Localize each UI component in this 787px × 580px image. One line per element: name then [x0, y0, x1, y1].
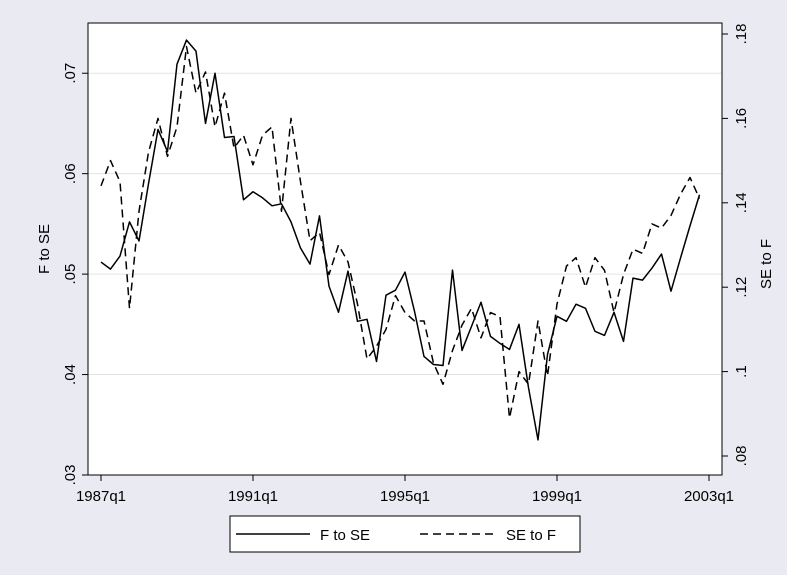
bottom-tick-label-2: 1995q1	[380, 488, 430, 505]
left-tick-label-2: .05	[62, 264, 79, 285]
bottom-tick-label-0: 1987q1	[76, 488, 126, 505]
series-line-f-to-se	[100, 39, 701, 441]
series-lines	[100, 39, 701, 441]
right-tick-label-0: .08	[733, 446, 750, 467]
legend: F to SE SE to F	[229, 515, 581, 553]
right-axis-title: SE to F	[758, 239, 775, 289]
bottom-tick-label-1: 1991q1	[228, 488, 278, 505]
right-tick-label-3: .14	[733, 192, 750, 213]
left-tick-label-3: .06	[62, 163, 79, 184]
axes: .03 .04 .05 .06 .07 F to SE .08 .1 .12 .14 .16 .18 S…	[36, 23, 775, 505]
right-tick-label-4: .16	[733, 108, 750, 129]
legend-label-f-to-se: F to SE	[320, 527, 370, 544]
bottom-tick-label-3: 1999q1	[532, 488, 582, 505]
series-line-se-to-f	[100, 45, 701, 419]
left-tick-label-1: .04	[62, 364, 79, 385]
right-tick-label-2: .12	[733, 277, 750, 298]
left-tick-label-4: .07	[62, 63, 79, 84]
left-axis-title: F to SE	[36, 224, 53, 274]
right-tick-label-1: .1	[733, 365, 750, 378]
bottom-tick-label-4: 2003q1	[684, 488, 734, 505]
right-tick-label-5: .18	[733, 24, 750, 45]
plot-area-background	[87, 22, 723, 476]
legend-label-se-to-f: SE to F	[506, 527, 556, 544]
left-tick-label-0: .03	[62, 465, 79, 486]
